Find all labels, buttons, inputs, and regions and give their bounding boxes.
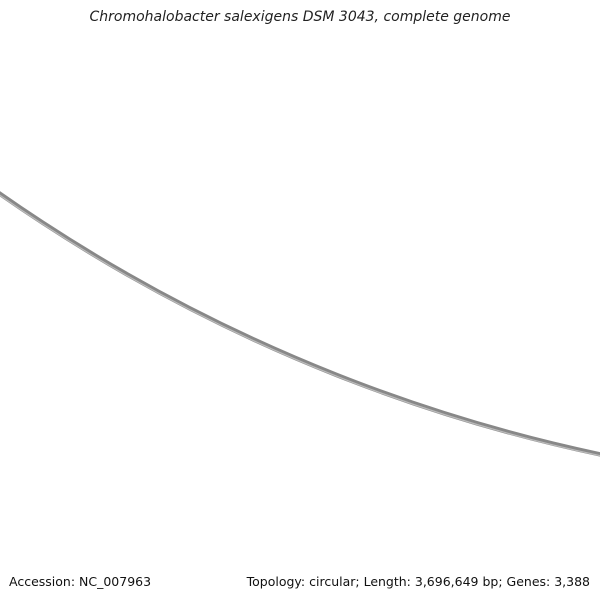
- sequence-backbone: [0, 191, 600, 457]
- backbone-layer: [0, 191, 600, 457]
- genome-summary-text: Topology: circular; Length: 3,696,649 bp…: [246, 574, 590, 589]
- map-title: Chromohalobacter salexigens DSM 3043, co…: [89, 9, 511, 25]
- accession-text: Accession: NC_007963: [9, 574, 152, 589]
- sequence-backbone-highlight: [0, 194, 600, 456]
